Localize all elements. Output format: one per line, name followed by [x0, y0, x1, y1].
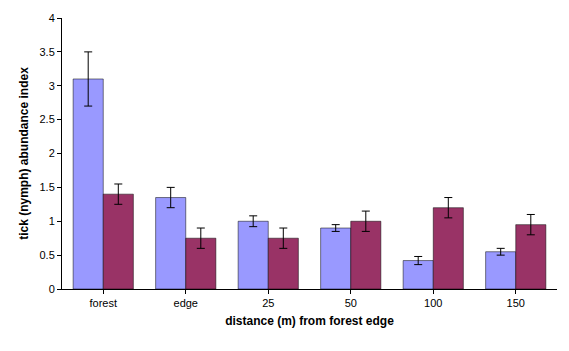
svg-text:0: 0 [49, 283, 55, 295]
svg-text:edge: edge [174, 297, 198, 309]
svg-text:4: 4 [49, 12, 55, 24]
svg-text:3.5: 3.5 [40, 46, 55, 58]
svg-text:25: 25 [262, 297, 274, 309]
svg-text:distance (m) from forest edge: distance (m) from forest edge [225, 314, 394, 328]
svg-text:1.5: 1.5 [40, 181, 55, 193]
svg-text:1: 1 [49, 215, 55, 227]
svg-text:3: 3 [49, 80, 55, 92]
svg-text:2.5: 2.5 [40, 113, 55, 125]
svg-text:150: 150 [507, 297, 525, 309]
svg-text:50: 50 [345, 297, 357, 309]
svg-text:forest: forest [89, 297, 117, 309]
svg-text:100: 100 [424, 297, 442, 309]
svg-text:2: 2 [49, 147, 55, 159]
svg-text:tick (nymph) abundance index: tick (nymph) abundance index [17, 67, 31, 240]
svg-text:0.5: 0.5 [40, 249, 55, 261]
